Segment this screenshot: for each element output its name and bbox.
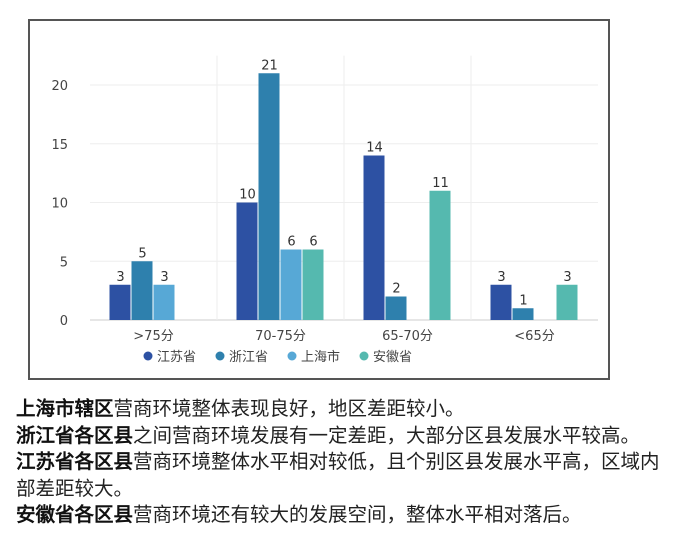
data-label: 5 bbox=[138, 246, 146, 261]
legend-label: 江苏省 bbox=[157, 349, 196, 365]
data-label: 21 bbox=[261, 58, 278, 73]
x-tick-label: 70-75分 bbox=[255, 329, 306, 344]
data-label: 3 bbox=[497, 270, 505, 285]
y-tick-label: 20 bbox=[51, 79, 68, 94]
legend-marker-icon bbox=[143, 351, 153, 361]
bar-安徽省 bbox=[302, 249, 324, 320]
bar-浙江省 bbox=[385, 296, 407, 320]
note-shanghai: 上海市辖区营商环境整体表现良好，地区差距较小。 bbox=[16, 396, 676, 423]
bar-浙江省 bbox=[131, 261, 153, 320]
note-text: 营商环境还有较大的发展空间，整体水平相对落后。 bbox=[133, 503, 582, 526]
bar-上海市 bbox=[280, 249, 302, 320]
data-label: 1 bbox=[519, 293, 527, 308]
note-heading: 江苏省各区县 bbox=[16, 450, 134, 473]
data-label: 3 bbox=[160, 270, 168, 285]
data-label: 10 bbox=[239, 188, 256, 203]
chart-container: 0 5 10 15 20 >75分 3 5 3 70-75分 10 21 6 6 65-70分 14 2 11 <6… bbox=[28, 19, 610, 380]
y-tick-label: 15 bbox=[51, 138, 68, 153]
legend-marker-icon bbox=[215, 351, 225, 361]
bar-上海市 bbox=[153, 284, 175, 320]
x-tick-label: 65-70分 bbox=[382, 329, 433, 344]
bar-安徽省 bbox=[556, 284, 578, 320]
legend-marker-icon bbox=[359, 351, 369, 361]
y-tick-label: 0 bbox=[60, 314, 68, 329]
note-heading: 上海市辖区 bbox=[16, 397, 114, 420]
data-label: 3 bbox=[563, 270, 571, 285]
legend-label: 安徽省 bbox=[373, 350, 412, 365]
bar-江苏省 bbox=[236, 202, 258, 320]
notes: 上海市辖区营商环境整体表现良好，地区差距较小。 浙江省各区县之间营商环境发展有一… bbox=[16, 396, 676, 529]
note-jiangsu: 江苏省各区县营商环境整体水平相对较低，且个别区县发展水平高，区域内部差距较大。 bbox=[16, 449, 676, 502]
x-tick-label: <65分 bbox=[514, 329, 554, 344]
bar-江苏省 bbox=[490, 284, 512, 320]
legend-label: 浙江省 bbox=[229, 350, 268, 365]
note-heading: 安徽省各区县 bbox=[16, 503, 134, 526]
bar-浙江省 bbox=[512, 308, 534, 320]
data-label: 6 bbox=[309, 235, 317, 250]
note-text: 营商环境整体表现良好，地区差距较小。 bbox=[113, 397, 465, 420]
bar-江苏省 bbox=[109, 284, 131, 320]
note-anhui: 安徽省各区县营商环境还有较大的发展空间，整体水平相对落后。 bbox=[16, 502, 676, 529]
legend-marker-icon bbox=[287, 351, 297, 361]
bar-江苏省 bbox=[363, 155, 385, 320]
data-label: 6 bbox=[287, 235, 295, 250]
note-text: 之间营商环境发展有一定差距，大部分区县发展水平较高。 bbox=[133, 423, 641, 447]
note-zhejiang: 浙江省各区县之间营商环境发展有一定差距，大部分区县发展水平较高。 bbox=[16, 423, 676, 450]
bar-安徽省 bbox=[429, 190, 451, 320]
x-tick-label: >75分 bbox=[133, 329, 173, 344]
y-tick-label: 5 bbox=[60, 255, 68, 270]
data-label: 3 bbox=[116, 270, 124, 285]
note-text: 营商环境整体水平相对较低，且个别区县发展水平高，区域内部差距较大。 bbox=[16, 450, 660, 500]
bar-浙江省 bbox=[258, 73, 280, 320]
data-label: 11 bbox=[432, 176, 449, 191]
note-heading: 浙江省各区县 bbox=[16, 423, 134, 447]
data-label: 14 bbox=[366, 141, 383, 156]
legend-label: 上海市 bbox=[301, 349, 340, 365]
y-tick-label: 10 bbox=[51, 197, 68, 212]
data-label: 2 bbox=[392, 282, 400, 297]
